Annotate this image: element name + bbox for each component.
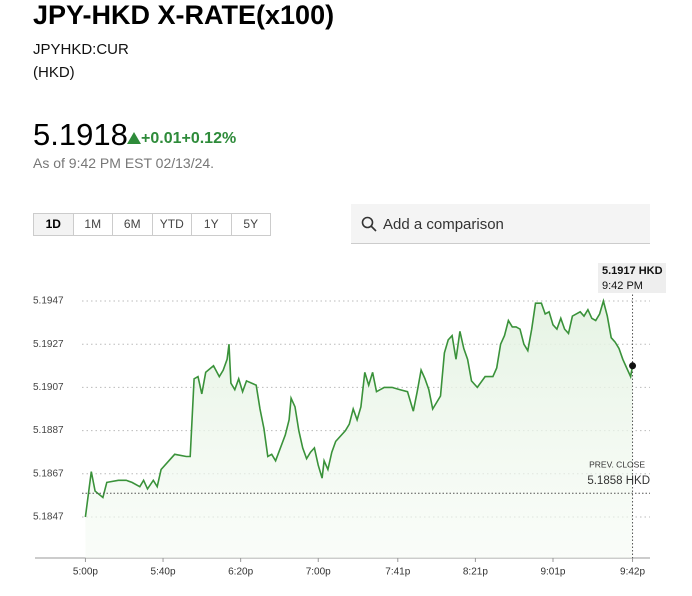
x-tick-label: 7:41p: [385, 567, 410, 578]
search-icon: [361, 216, 377, 232]
range-button[interactable]: 1M: [74, 214, 113, 235]
last-point: [629, 362, 637, 370]
x-tick-label: 6:20p: [228, 567, 253, 578]
tooltip-value: 5.1917 HKD: [602, 265, 663, 277]
tooltip-box: [598, 263, 666, 293]
y-tick-label: 5.1887: [33, 425, 64, 436]
y-tick-label: 5.1867: [33, 468, 64, 479]
y-tick-label: 5.1847: [33, 512, 64, 523]
y-tick-label: 5.1947: [33, 296, 64, 307]
x-tick-label: 9:01p: [540, 567, 565, 578]
range-button[interactable]: 5Y: [243, 217, 259, 231]
change-pct: +0.12%: [181, 130, 237, 147]
symbol: JPYHKD:CUR: [33, 41, 129, 58]
range-button[interactable]: YTD: [153, 214, 192, 235]
x-tick-label: 7:00p: [306, 567, 331, 578]
change-value: +0.01: [141, 130, 182, 147]
search-box[interactable]: Add a comparison: [351, 204, 650, 244]
up-arrow: [127, 132, 141, 144]
range-button[interactable]: 1Y: [192, 214, 232, 235]
y-tick-label: 5.1927: [33, 339, 64, 350]
currency: (HKD): [33, 64, 75, 81]
prev-close-title: PREV. CLOSE: [589, 459, 645, 469]
price-line: [84, 297, 634, 518]
title: JPY-HKD X-RATE(x100): [33, 0, 335, 30]
prev-close-value: 5.1858 HKD: [587, 475, 650, 487]
x-tick-label: 5:00p: [73, 567, 98, 578]
range-button[interactable]: 1D: [34, 214, 74, 235]
price: 5.1918: [33, 117, 128, 152]
range-buttons: 1D 1M 6M YTD 1Y 5Y: [33, 213, 271, 236]
search-placeholder: Add a comparison: [383, 216, 504, 233]
x-tick-label: 9:42p: [620, 567, 645, 578]
as-of: As of 9:42 PM EST 02/13/24.: [33, 155, 215, 171]
tooltip-time: 9:42 PM: [602, 280, 643, 292]
y-tick-label: 5.1907: [33, 382, 64, 393]
area: [85, 301, 633, 558]
x-tick-label: 8:21p: [463, 567, 488, 578]
range-button[interactable]: 6M: [113, 214, 153, 235]
x-tick-label: 5:40p: [151, 567, 176, 578]
change: +0.01+0.12%: [127, 130, 236, 148]
